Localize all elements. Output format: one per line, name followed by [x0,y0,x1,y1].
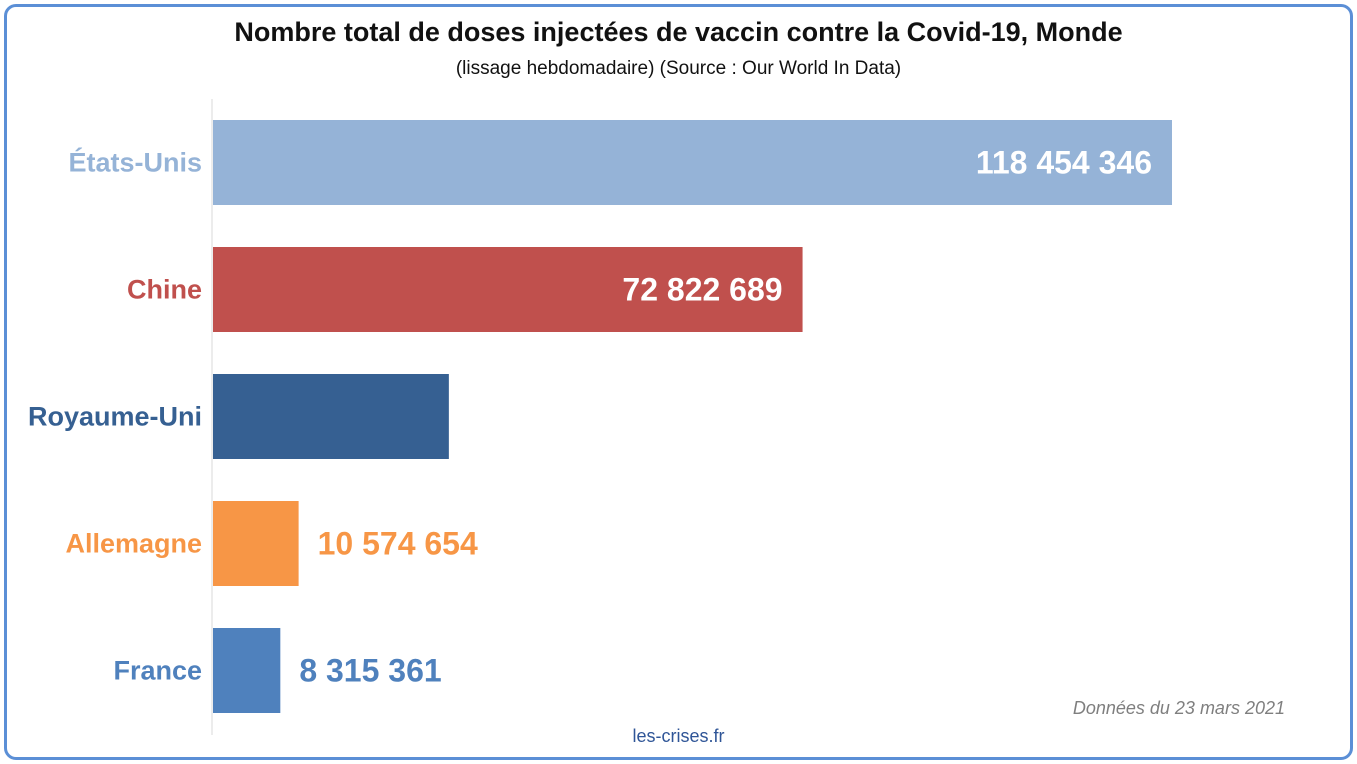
value-label-royaume-uni: 29 132 762 [468,399,628,435]
category-label-royaume-uni: Royaume-Uni [28,402,202,432]
chart-title: Nombre total de doses injectées de vacci… [234,17,1123,47]
chart-subtitle: (lissage hebdomadaire) (Source : Our Wor… [455,58,902,79]
bar-allemagne [213,501,299,586]
category-label-allemagne: Allemagne [65,529,202,559]
value-label-allemagne: 10 574 654 [318,526,478,562]
data-date-note: Données du 23 mars 2021 [1072,698,1285,718]
category-label-etats-unis: États-Unis [68,147,202,178]
bar-royaume-uni [213,374,449,459]
bar-france [213,628,281,713]
value-label-etats-unis: 118 454 346 [976,145,1152,181]
bars-group: États-Unis 118 454 346 Chine 72 822 689 Roya… [28,120,1172,713]
value-label-france: 8 315 361 [299,653,441,689]
value-label-chine: 72 822 689 [622,272,782,308]
category-label-chine: Chine [127,275,202,305]
bar-etats-unis [213,120,1172,205]
bar-chine [213,247,803,332]
source-credit: les-crises.fr [632,726,725,746]
category-label-france: France [113,656,202,686]
